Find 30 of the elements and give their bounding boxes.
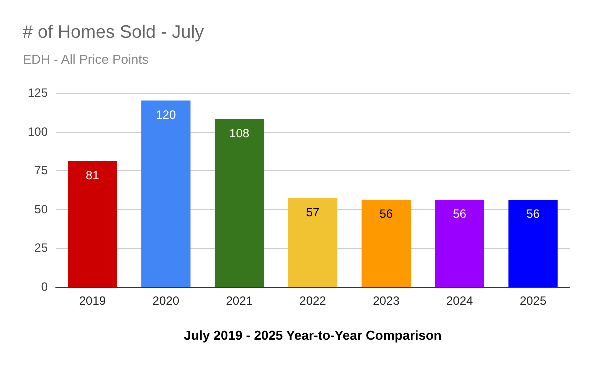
- x-tick-label: 2021: [226, 294, 254, 308]
- y-tick-label: 0: [41, 280, 48, 294]
- chart-subtitle: EDH - All Price Points: [23, 52, 150, 67]
- y-tick-label: 125: [28, 86, 48, 100]
- chart-title: # of Homes Sold - July: [23, 22, 204, 42]
- y-tick-label: 100: [28, 124, 48, 139]
- x-tick-label: 2025: [520, 294, 547, 308]
- bar: [214, 119, 264, 287]
- x-axis-title: July 2019 - 2025 Year-to-Year Comparison: [184, 328, 442, 343]
- data-label: 108: [230, 126, 250, 140]
- bar: [362, 200, 412, 287]
- data-label: 56: [526, 207, 540, 222]
- bar: [508, 200, 558, 287]
- bar: [142, 100, 191, 287]
- y-tick-label: 50: [34, 202, 48, 216]
- bar: [435, 200, 484, 287]
- data-label: 56: [380, 207, 394, 222]
- data-label: 56: [453, 207, 467, 222]
- x-tick-label: 2019: [79, 294, 106, 308]
- y-tick-label: 25: [34, 241, 48, 256]
- data-label: 57: [306, 206, 320, 220]
- x-tick-label: 2022: [300, 294, 327, 308]
- y-tick-label: 75: [34, 164, 48, 178]
- x-tick-label: 2023: [373, 294, 400, 308]
- bar: [68, 161, 118, 287]
- data-label: 120: [156, 108, 176, 122]
- data-label: 81: [86, 168, 100, 182]
- bar: [288, 198, 338, 287]
- x-tick-label: 2024: [446, 294, 474, 308]
- x-tick-label: 2020: [152, 294, 180, 308]
